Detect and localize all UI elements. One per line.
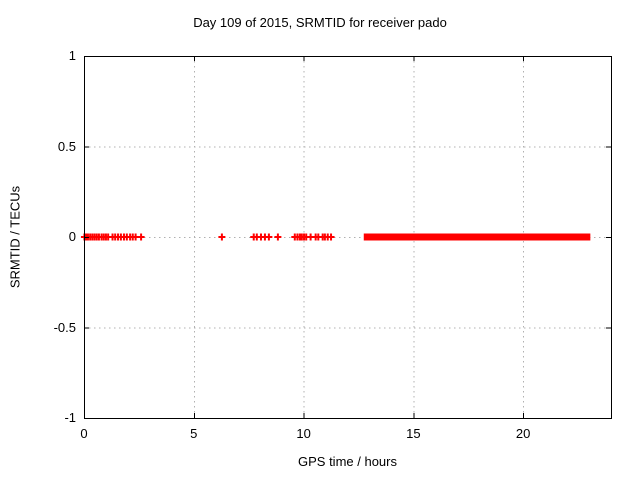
x-tick-label-15: 15	[406, 426, 421, 441]
x-tick-label-10: 10	[296, 426, 311, 441]
x-tick-label-20: 20	[515, 426, 531, 441]
data-plus-markers	[80, 233, 335, 241]
axis-ticks	[84, 56, 611, 419]
x-tick-label-5: 5	[190, 426, 198, 441]
y-tick-label-0.5: 0.5	[57, 138, 76, 154]
y-tick-label--0.5: -0.5	[53, 319, 76, 335]
data-dense-block	[363, 233, 591, 241]
y-tick-label-0: 0	[68, 229, 76, 244]
chart-title: Day 109 of 2015, SRMTID for receiver pad…	[193, 15, 447, 30]
y-tick-label--1: -1	[64, 410, 76, 425]
y-tick-label-1: 1	[68, 48, 76, 63]
x-axis-label: GPS time / hours	[298, 454, 397, 469]
x-tick-label-0: 0	[80, 426, 88, 441]
